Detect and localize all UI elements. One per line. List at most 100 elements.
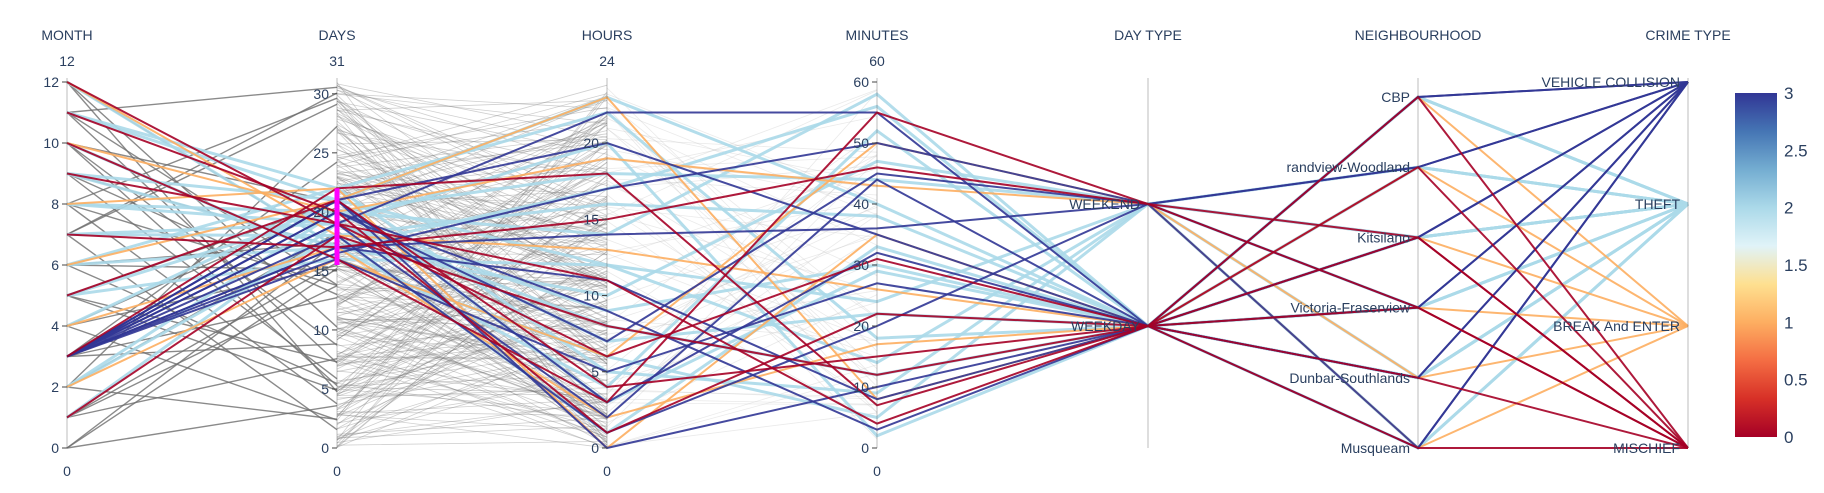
tick-label: 20	[313, 204, 329, 220]
context-line	[336, 339, 608, 382]
context-line	[336, 131, 608, 287]
context-line	[336, 129, 608, 209]
tick-label: 0	[51, 440, 59, 456]
context-line	[336, 275, 608, 407]
tick-label: 30	[853, 257, 869, 273]
context-line	[336, 170, 608, 283]
context-line	[336, 348, 608, 401]
category-label: Dunbar-Southlands	[1289, 370, 1410, 386]
context-line	[336, 321, 608, 358]
context-line	[66, 86, 338, 114]
context-line	[336, 276, 608, 314]
context-line	[336, 295, 608, 446]
axis-title: CRIME TYPE	[1645, 27, 1730, 43]
context-line	[336, 374, 608, 387]
tick-label: 15	[313, 263, 329, 279]
context-line	[336, 155, 608, 341]
tick-label: 20	[853, 318, 869, 334]
axis-range-max: 12	[59, 53, 75, 69]
axis-hours[interactable]: HOURS 24 00 5 10 15 20	[582, 27, 633, 479]
context-line	[606, 212, 878, 340]
context-line	[66, 386, 338, 420]
context-line	[336, 251, 608, 438]
context-line	[336, 379, 608, 424]
context-line	[336, 274, 608, 415]
context-line	[336, 315, 608, 394]
context-line	[336, 169, 608, 302]
context-line	[336, 167, 608, 192]
context-line	[336, 343, 608, 449]
context-line	[66, 325, 338, 421]
tick-label: 40	[853, 196, 869, 212]
context-line	[336, 98, 608, 301]
context-line	[336, 336, 608, 438]
context-line	[336, 198, 608, 298]
context-line	[336, 319, 608, 420]
category-label: WEEKDAY	[1071, 318, 1141, 334]
axis-day_type[interactable]: DAY TYPE WEEKDAY WEEKEND	[1069, 27, 1182, 448]
category-label: Victoria-Fraserview	[1290, 300, 1410, 316]
context-line	[336, 283, 608, 310]
context-line	[66, 103, 338, 236]
axis-range-max: 24	[599, 53, 615, 69]
context-line	[336, 393, 608, 396]
axis-days[interactable]: DAYS 31 00 5 10 15 20 25 30	[313, 27, 355, 479]
context-line	[336, 149, 608, 243]
axis-range-max: 31	[329, 53, 345, 69]
context-line	[606, 156, 878, 169]
context-line	[336, 151, 608, 341]
context-line	[336, 114, 608, 395]
context-line	[336, 329, 608, 440]
constraint-range-handle[interactable]	[334, 188, 340, 265]
category-label: Musqueam	[1341, 440, 1410, 456]
tick-label: 60	[853, 74, 869, 90]
context-line	[336, 413, 608, 449]
context-line	[336, 93, 608, 125]
axis-month[interactable]: MONTH 12 00 2 4 6 8 10 12	[41, 27, 92, 479]
context-line	[336, 175, 608, 256]
context-line	[606, 373, 878, 448]
context-line	[66, 267, 338, 449]
context-line	[606, 261, 878, 381]
category-label: Kitsilano	[1357, 229, 1410, 245]
context-line	[66, 264, 338, 271]
colorbar-tick-label: 0.5	[1784, 371, 1808, 390]
context-line	[336, 309, 608, 397]
context-line	[336, 321, 608, 384]
context-line	[606, 117, 878, 246]
context-line	[606, 194, 878, 413]
axis-neighbourhood[interactable]: NEIGHBOURHOOD Musqueam Dunbar-Southlands Vi…	[1287, 27, 1482, 456]
context-line	[336, 201, 608, 318]
axis-range-min: 0	[873, 463, 881, 479]
context-line	[66, 294, 338, 391]
context-line	[336, 350, 608, 440]
tick-label: 10	[313, 322, 329, 338]
context-line	[336, 270, 608, 389]
context-line	[336, 316, 608, 421]
context-line	[336, 222, 608, 355]
context-line	[336, 251, 608, 441]
axis-minutes[interactable]: MINUTES 60 00 10 20 30 40 50 60	[846, 27, 909, 479]
context-line	[66, 242, 338, 449]
colorbar-tick-label: 3	[1784, 84, 1793, 103]
context-line	[606, 107, 878, 216]
tick-label: 10	[43, 135, 59, 151]
context-line	[606, 90, 878, 216]
context-line	[336, 275, 608, 403]
context-line	[336, 355, 608, 360]
context-line	[336, 316, 608, 370]
category-label: THEFT	[1635, 196, 1681, 212]
context-line	[336, 91, 608, 421]
context-line	[66, 81, 338, 393]
context-line	[336, 360, 608, 448]
context-line	[336, 332, 608, 448]
axis-crime_type[interactable]: CRIME TYPE MISCHIEF BREAK And ENTER THEFT VE…	[1542, 27, 1731, 456]
axis-title: NEIGHBOURHOOD	[1355, 27, 1482, 43]
context-line	[336, 414, 608, 431]
tick-label: 0	[861, 440, 869, 456]
tick-label: 12	[43, 74, 59, 90]
context-line	[336, 161, 608, 357]
axis-range-max: 60	[869, 53, 885, 69]
context-line	[336, 333, 608, 358]
context-line	[606, 87, 878, 352]
